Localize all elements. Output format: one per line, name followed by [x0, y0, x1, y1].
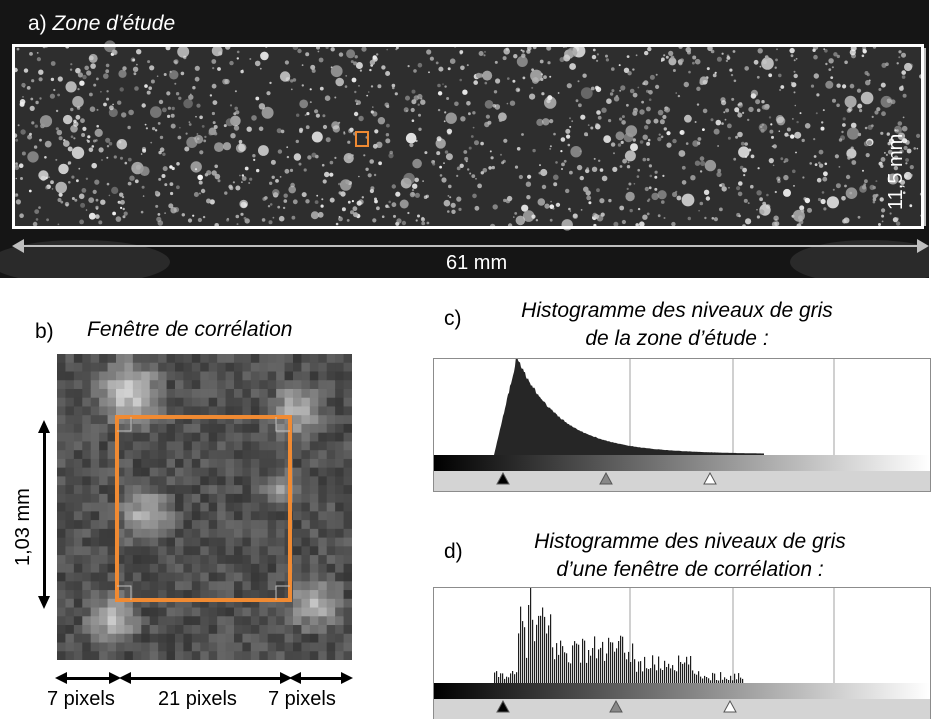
panel-d-title-line2: d’une fenêtre de corrélation :	[480, 556, 900, 584]
window-height-label: 1,03 mm	[12, 488, 35, 566]
left-margin-arrow-left-icon	[55, 672, 67, 684]
study-zone-image: a) Zone d’étude 61 mm 11,5 mm	[0, 0, 929, 278]
right-margin-arrow-right-icon	[341, 672, 353, 684]
height-dimension-label: 11,5 mm	[885, 134, 908, 210]
height-dimension-line	[924, 48, 926, 226]
correlation-window-marker	[355, 131, 369, 147]
panel-c-letter: c)	[444, 307, 462, 331]
center-arrow-left-icon	[119, 672, 131, 684]
study-zone-frame	[12, 44, 924, 229]
width-arrow-right-icon	[917, 239, 929, 253]
width-arrow-left-icon	[12, 239, 24, 253]
right-margin-dimension-line	[296, 677, 346, 680]
panel-d-title: Histogramme des niveaux de gris d’une fe…	[480, 528, 900, 584]
panel-c-title-line1: Histogramme des niveaux de gris	[477, 297, 877, 325]
left-margin-dimension-line	[62, 677, 114, 680]
center-dimension-line	[127, 677, 283, 680]
correlation-window-image	[57, 354, 352, 660]
panel-a-title: Zone d’étude	[53, 12, 176, 35]
panel-a-label: a) Zone d’étude	[28, 12, 175, 36]
width-dimension-line	[14, 245, 922, 247]
window-height-arrow-up-icon	[38, 420, 50, 433]
histogram-zone	[433, 358, 931, 492]
panel-b-title: Fenêtre de corrélation	[87, 318, 292, 342]
panel-b-letter: b)	[35, 320, 54, 344]
panel-a-letter: a)	[28, 12, 47, 35]
histogram-window	[433, 587, 931, 719]
width-dimension-label: 61 mm	[446, 252, 507, 275]
window-height-arrow-down-icon	[38, 596, 50, 609]
window-height-dimension-line	[43, 432, 46, 604]
panel-d-title-line1: Histogramme des niveaux de gris	[480, 528, 900, 556]
center-label: 21 pixels	[158, 688, 237, 711]
panel-c-title-line2: de la zone d’étude :	[477, 325, 877, 353]
right-margin-label: 7 pixels	[268, 688, 336, 711]
right-margin-arrow-left-icon	[289, 672, 301, 684]
panel-d-letter: d)	[444, 540, 463, 564]
left-margin-label: 7 pixels	[47, 688, 115, 711]
histogram-zone-plot	[434, 359, 930, 491]
histogram-window-plot	[434, 588, 930, 719]
panel-c-title: Histogramme des niveaux de gris de la zo…	[477, 297, 877, 353]
